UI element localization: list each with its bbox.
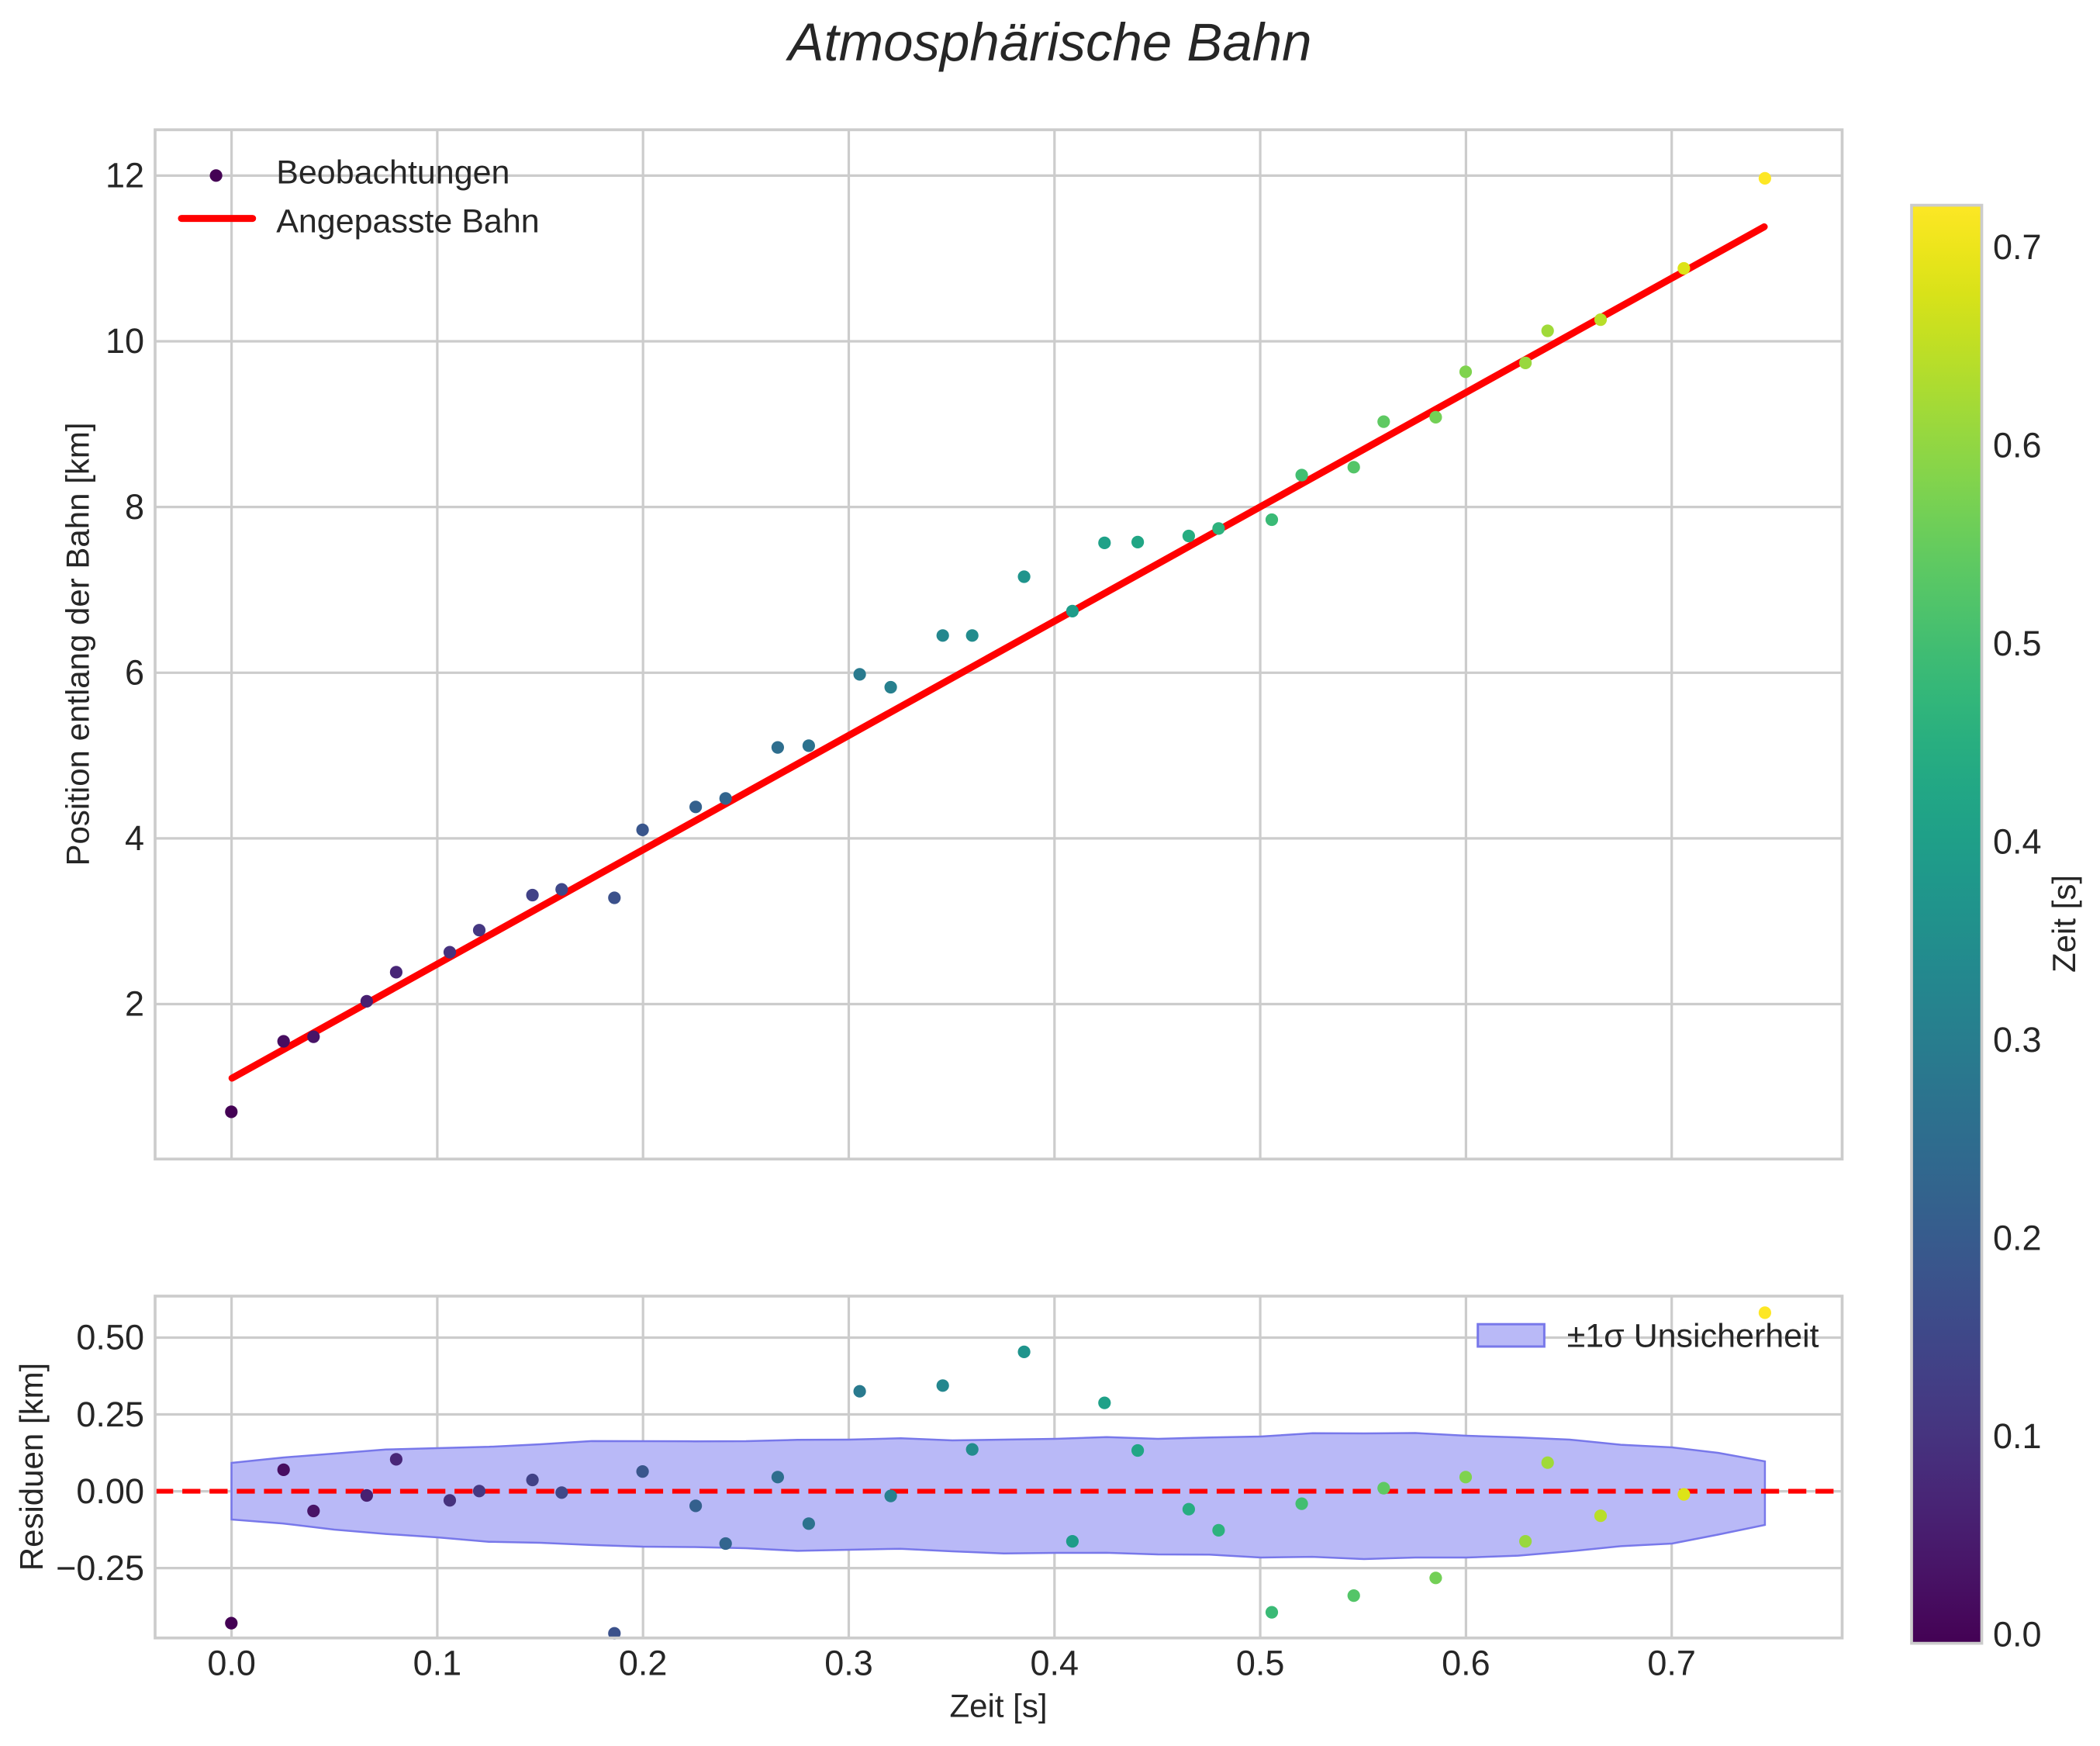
svg-text:±1σ Unsicherheit: ±1σ Unsicherheit bbox=[1567, 1318, 1819, 1355]
svg-text:0.00: 0.00 bbox=[76, 1471, 144, 1511]
svg-text:0.5: 0.5 bbox=[1993, 624, 2042, 663]
svg-text:0.1: 0.1 bbox=[413, 1643, 462, 1682]
svg-text:0.25: 0.25 bbox=[76, 1395, 144, 1434]
svg-text:0.4: 0.4 bbox=[1993, 822, 2042, 862]
svg-text:2: 2 bbox=[125, 984, 144, 1024]
svg-text:Position entlang der Bahn [km]: Position entlang der Bahn [km] bbox=[60, 422, 96, 866]
svg-text:Angepasste Bahn: Angepasste Bahn bbox=[276, 203, 540, 240]
svg-text:Beobachtungen: Beobachtungen bbox=[276, 154, 509, 192]
svg-text:8: 8 bbox=[125, 487, 144, 527]
svg-text:0.0: 0.0 bbox=[207, 1643, 256, 1682]
svg-text:Zeit [s]: Zeit [s] bbox=[2046, 875, 2082, 973]
svg-text:0.2: 0.2 bbox=[1993, 1219, 2042, 1258]
svg-text:6: 6 bbox=[125, 653, 144, 693]
svg-text:Residuen [km]: Residuen [km] bbox=[13, 1363, 50, 1571]
svg-text:12: 12 bbox=[105, 156, 144, 195]
svg-text:10: 10 bbox=[105, 321, 144, 361]
svg-text:0.0: 0.0 bbox=[1993, 1615, 2042, 1654]
svg-text:4: 4 bbox=[125, 818, 144, 858]
svg-text:−0.25: −0.25 bbox=[56, 1548, 144, 1588]
svg-text:0.5: 0.5 bbox=[1236, 1643, 1285, 1682]
svg-text:0.7: 0.7 bbox=[1993, 227, 2042, 267]
svg-text:Atmosphärische Bahn: Atmosphärische Bahn bbox=[785, 12, 1311, 72]
svg-text:0.6: 0.6 bbox=[1442, 1643, 1490, 1682]
svg-text:0.7: 0.7 bbox=[1647, 1643, 1696, 1682]
svg-text:0.4: 0.4 bbox=[1031, 1643, 1079, 1682]
svg-text:0.6: 0.6 bbox=[1993, 426, 2042, 465]
svg-text:0.50: 0.50 bbox=[76, 1318, 144, 1357]
svg-text:0.3: 0.3 bbox=[1993, 1020, 2042, 1060]
svg-text:0.1: 0.1 bbox=[1993, 1416, 2042, 1456]
svg-text:Zeit [s]: Zeit [s] bbox=[949, 1688, 1047, 1724]
svg-text:0.2: 0.2 bbox=[619, 1643, 668, 1682]
svg-text:0.3: 0.3 bbox=[824, 1643, 873, 1682]
